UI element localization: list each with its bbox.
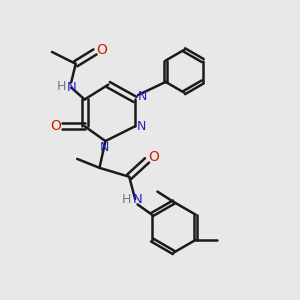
Text: N: N bbox=[133, 193, 142, 206]
Text: N: N bbox=[100, 141, 110, 154]
Text: H: H bbox=[122, 193, 131, 206]
Text: N: N bbox=[66, 81, 76, 94]
Text: O: O bbox=[148, 150, 159, 164]
Text: O: O bbox=[96, 43, 107, 56]
Text: H: H bbox=[57, 80, 66, 94]
Text: N: N bbox=[137, 120, 146, 133]
Text: N: N bbox=[138, 90, 147, 103]
Text: O: O bbox=[50, 119, 61, 133]
